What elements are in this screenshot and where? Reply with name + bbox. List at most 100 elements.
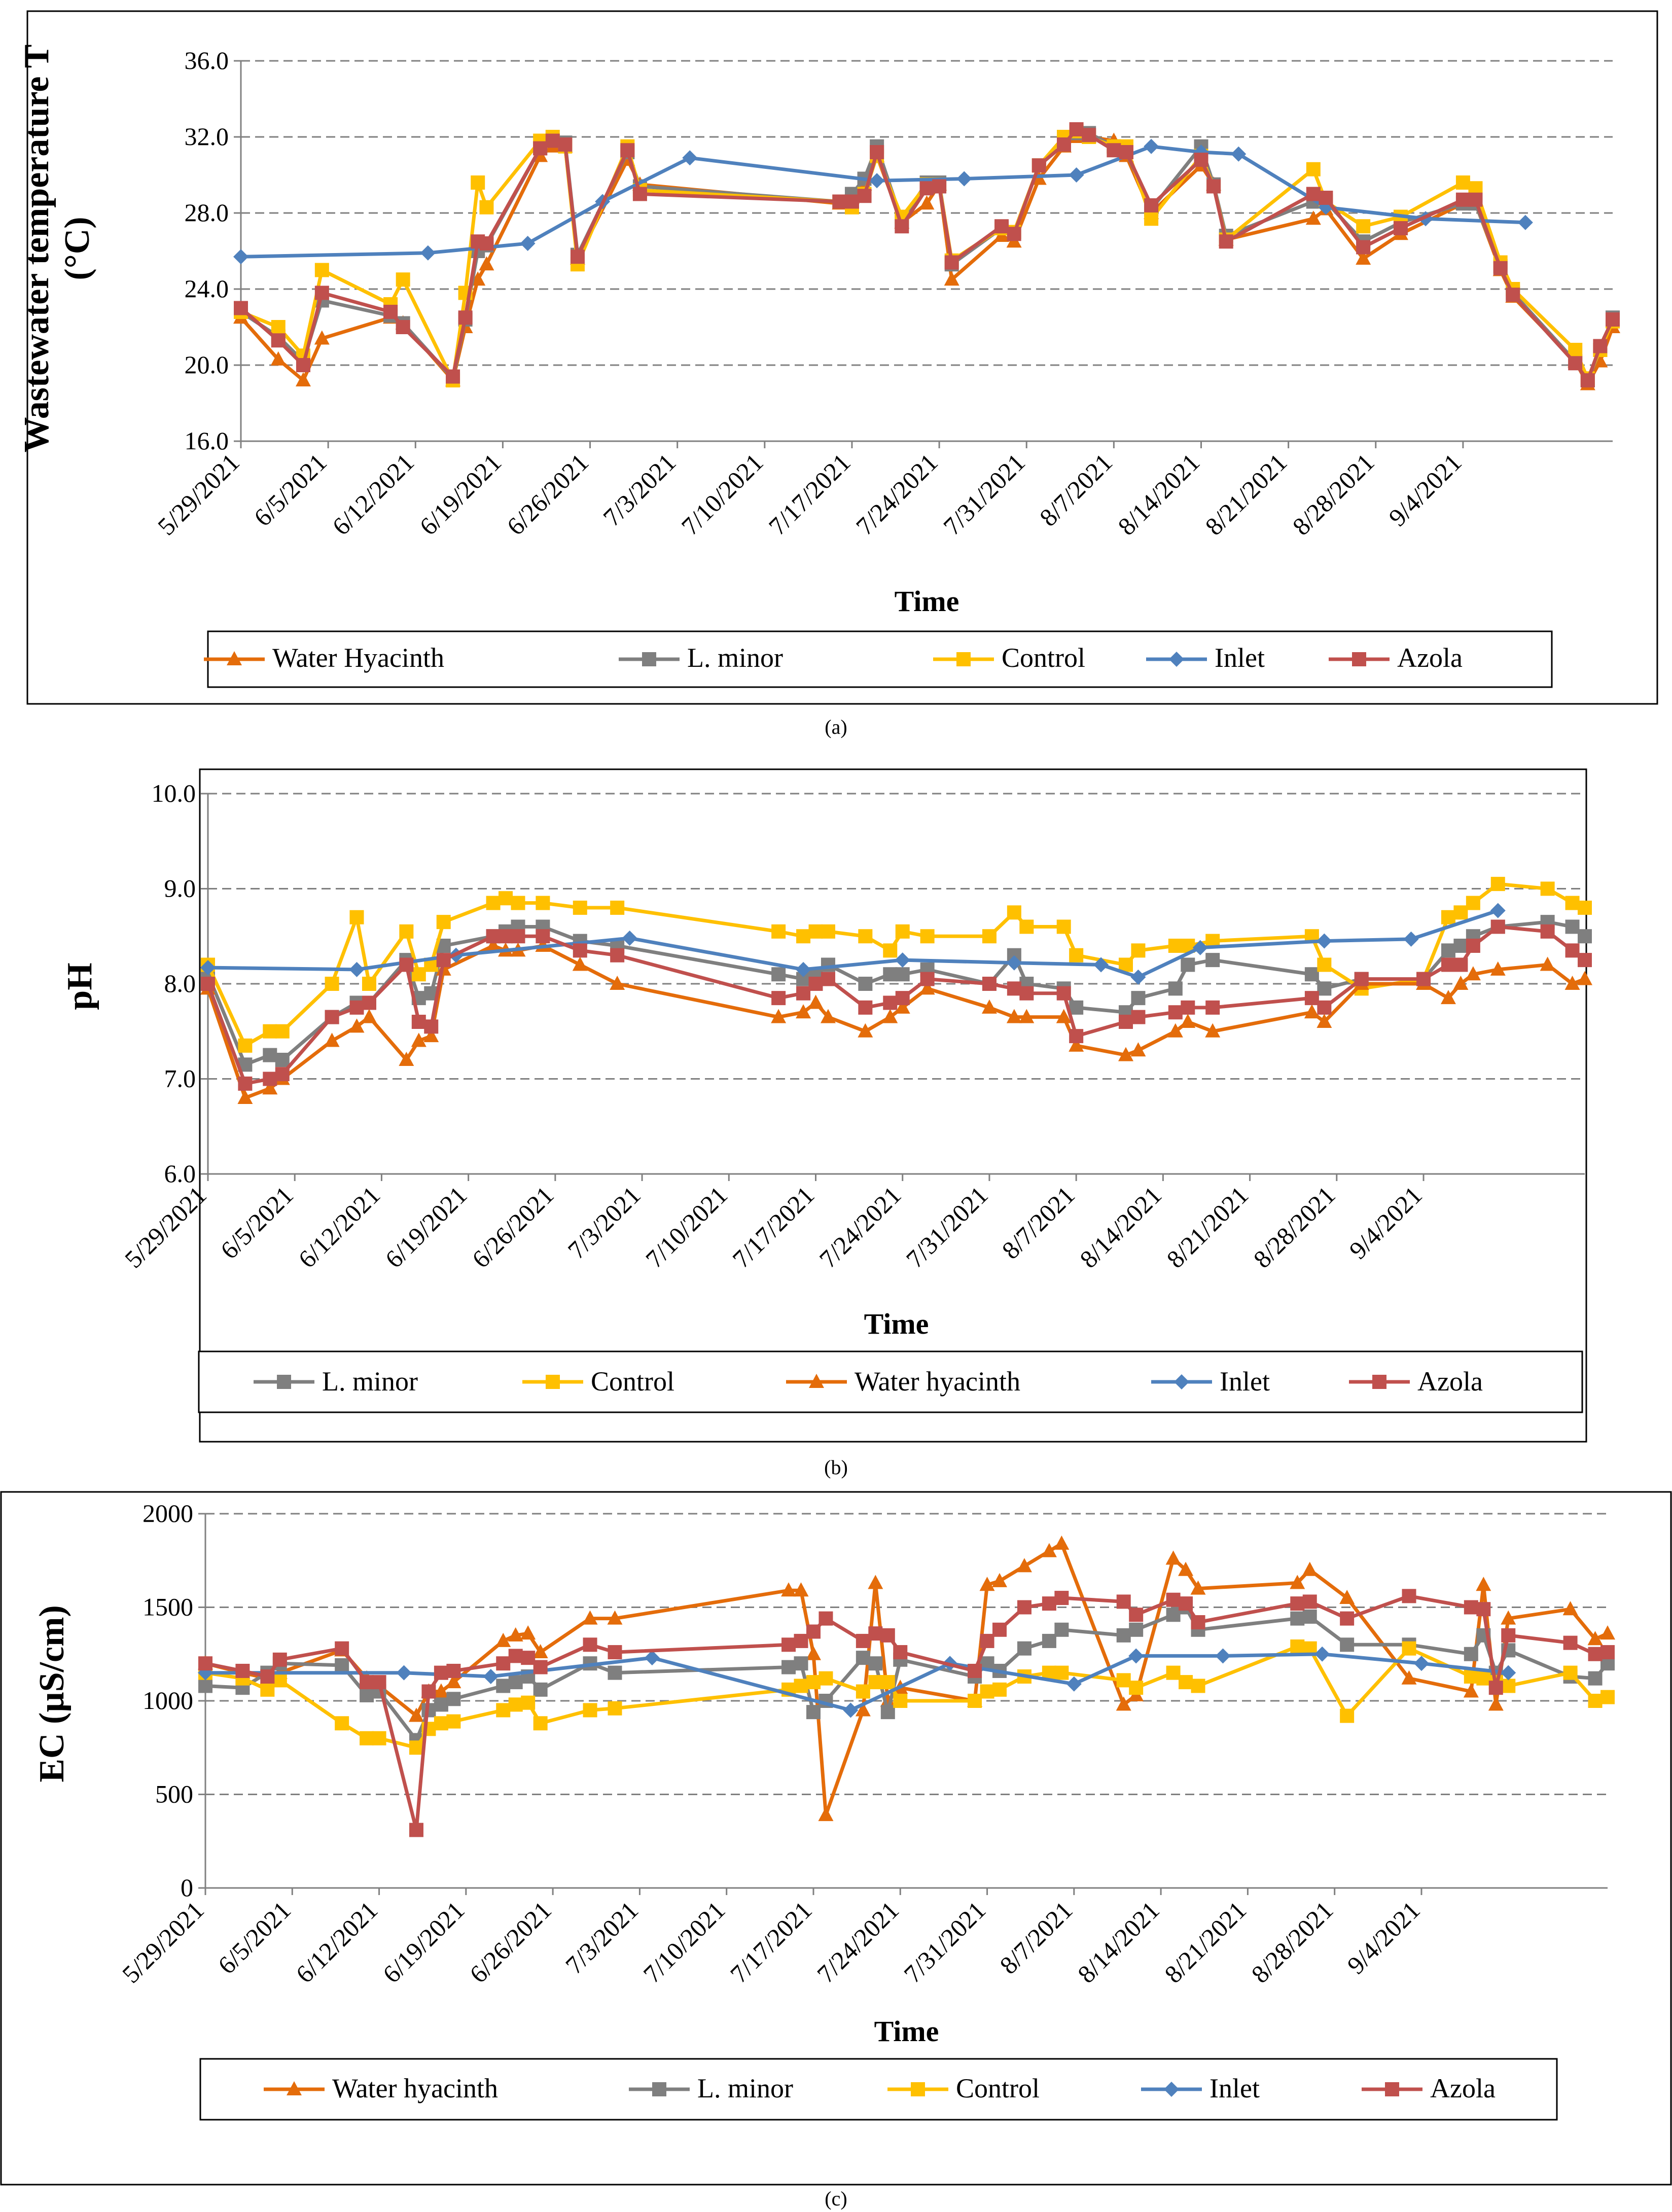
data-point	[979, 1577, 995, 1591]
data-point	[895, 991, 910, 1006]
data-point	[471, 175, 485, 190]
data-point	[1393, 221, 1408, 235]
data-point	[1403, 931, 1419, 947]
data-point	[1564, 976, 1580, 990]
data-point	[1305, 210, 1321, 225]
data-point	[608, 1701, 622, 1716]
data-point	[771, 967, 786, 982]
data-point	[1290, 1575, 1305, 1589]
data-point	[868, 1675, 883, 1690]
data-point	[324, 1032, 340, 1047]
data-point	[520, 1625, 536, 1640]
data-point	[992, 1573, 1008, 1587]
data-point	[1168, 981, 1183, 996]
data-point	[423, 1028, 439, 1043]
data-point	[499, 891, 513, 906]
data-point	[1066, 1676, 1082, 1692]
data-point	[1191, 1679, 1205, 1693]
legend-marker	[956, 652, 971, 666]
data-point	[1057, 137, 1071, 152]
data-point	[479, 236, 494, 251]
caption-ph: (b)	[824, 1456, 848, 1479]
data-point	[314, 286, 329, 300]
data-point	[1180, 1014, 1196, 1028]
y-axis-title: pH	[60, 962, 99, 1010]
legend: Water Hyacinth L. minor Control Inlet Azola	[204, 630, 1553, 688]
legend-label: Azola	[1397, 643, 1463, 673]
data-point	[360, 1675, 374, 1690]
data-point	[314, 263, 329, 277]
data-point	[1493, 261, 1508, 275]
data-point	[1453, 957, 1468, 972]
data-point	[1056, 1009, 1072, 1023]
data-point	[920, 929, 935, 944]
legend-item: L. minor	[254, 1366, 418, 1397]
data-point	[399, 957, 414, 972]
data-point	[1041, 1543, 1057, 1557]
data-point	[1116, 1673, 1131, 1688]
data-point	[1304, 991, 1319, 1006]
y-tick-label: 1500	[143, 1593, 193, 1621]
data-point	[361, 1009, 377, 1023]
data-point	[1464, 1669, 1478, 1684]
data-point	[819, 1671, 833, 1686]
data-point	[583, 1637, 597, 1652]
y-tick-label: 0	[181, 1873, 193, 1902]
y-axis-title-line: (°C)	[58, 217, 97, 280]
data-point	[1588, 1694, 1603, 1708]
data-point	[238, 1076, 253, 1091]
data-point	[1540, 924, 1555, 939]
data-point	[895, 924, 910, 939]
data-point	[992, 1682, 1007, 1697]
data-point	[536, 896, 550, 910]
data-point	[1181, 1000, 1195, 1015]
legend-marker	[1164, 2082, 1179, 2097]
data-point	[1116, 1594, 1131, 1609]
data-point	[1130, 1042, 1146, 1057]
data-point	[1168, 1005, 1183, 1020]
legend-item: Water Hyacinth	[204, 643, 444, 673]
y-tick-label: 24.0	[185, 274, 229, 303]
data-point	[1463, 1683, 1479, 1698]
data-point	[1465, 966, 1481, 981]
data-point	[1206, 179, 1221, 194]
data-point	[869, 173, 885, 189]
data-point	[1017, 1641, 1031, 1656]
data-point	[446, 1663, 461, 1678]
data-point	[496, 1679, 511, 1693]
data-point	[1464, 1600, 1478, 1615]
data-point	[271, 333, 286, 348]
data-point	[781, 1582, 797, 1597]
data-point	[1455, 192, 1470, 207]
data-point	[1131, 943, 1146, 958]
data-point	[607, 1610, 623, 1625]
data-point	[882, 1009, 898, 1023]
legend-marker	[277, 1375, 291, 1389]
data-point	[1306, 187, 1321, 201]
legend-label: Control	[1002, 643, 1085, 673]
data-point	[411, 1032, 426, 1047]
data-point	[533, 141, 548, 156]
data-point	[1069, 122, 1084, 136]
data-point	[396, 1665, 412, 1681]
data-point	[272, 1673, 287, 1688]
data-point	[237, 1090, 253, 1104]
data-point	[1129, 1622, 1144, 1637]
data-point	[956, 171, 972, 187]
data-point	[1466, 939, 1480, 953]
legend: L. minor Control Water hyacinth Inlet Azola	[198, 1350, 1583, 1413]
data-point	[870, 145, 884, 159]
data-point	[262, 1080, 278, 1095]
data-point	[198, 1679, 212, 1693]
x-tick-label: 5/29/2021	[119, 1181, 212, 1273]
data-point	[893, 1694, 908, 1708]
data-point	[1464, 1647, 1478, 1661]
data-point	[1455, 175, 1470, 190]
data-point	[458, 310, 473, 325]
data-point	[1205, 953, 1220, 968]
legend-item: L. minor	[629, 2073, 793, 2103]
data-point	[1565, 919, 1580, 934]
data-point	[532, 1644, 548, 1659]
data-point	[1069, 167, 1084, 183]
data-point	[1205, 1000, 1220, 1015]
